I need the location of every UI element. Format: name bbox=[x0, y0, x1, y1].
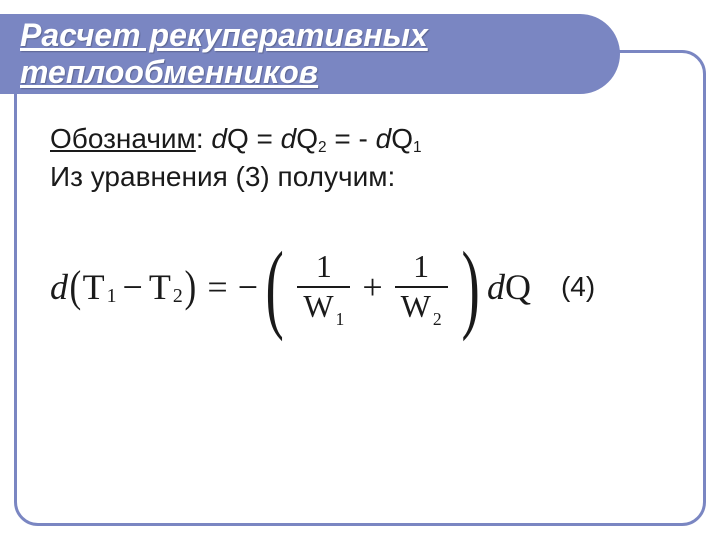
neg: - bbox=[359, 123, 376, 154]
body-text: Обозначим: dQ = dQ2 = - dQ1 Из уравнения… bbox=[50, 120, 680, 196]
dq-d: d bbox=[211, 123, 227, 154]
eqsign-1: = bbox=[249, 123, 281, 154]
dq2-d: d bbox=[281, 123, 297, 154]
frac2-Wsub: 2 bbox=[433, 309, 442, 329]
frac1-num: 1 bbox=[310, 250, 338, 284]
slide-title: Расчет рекуперативных теплообменников bbox=[20, 17, 620, 91]
eq-d: d bbox=[50, 266, 68, 308]
frac1-Wsub: 1 bbox=[336, 309, 345, 329]
eq-minus: − bbox=[117, 266, 149, 308]
denote-colon: : bbox=[196, 123, 212, 154]
frac1-den: W1 bbox=[297, 290, 350, 324]
eq-T1-sub: 1 bbox=[107, 285, 117, 308]
rparen-small: ) bbox=[184, 261, 196, 312]
dq2-sub: 2 bbox=[318, 139, 327, 156]
eq-T2-sub: 2 bbox=[173, 285, 183, 308]
line-2: Из уравнения (3) получим: bbox=[50, 158, 680, 196]
eq-tail-Q: Q bbox=[505, 266, 531, 308]
frac2-W: W bbox=[401, 288, 431, 324]
dq2-q: Q bbox=[296, 123, 318, 154]
eq-equals: = bbox=[197, 266, 237, 308]
eq-neg: − bbox=[238, 266, 258, 308]
frac1-W: W bbox=[303, 288, 333, 324]
denote-label: Обозначим bbox=[50, 123, 196, 154]
title-pill: Расчет рекуперативных теплообменников bbox=[0, 14, 620, 94]
eq-plus: + bbox=[356, 266, 388, 308]
frac-1: 1 W1 bbox=[297, 250, 350, 323]
eq-T2: T bbox=[149, 266, 171, 308]
frac-2: 1 W2 bbox=[395, 250, 448, 323]
lparen-small: ( bbox=[69, 261, 81, 312]
title-band: Расчет рекуперативных теплообменников bbox=[0, 8, 720, 98]
eqsign-2: = bbox=[327, 123, 359, 154]
slide: Расчет рекуперативных теплообменников Об… bbox=[0, 0, 720, 540]
dq1-sub: 1 bbox=[413, 139, 422, 156]
eq-tail-d: d bbox=[487, 266, 505, 308]
frac2-den: W2 bbox=[395, 290, 448, 324]
dq1-q: Q bbox=[391, 123, 413, 154]
dq-q: Q bbox=[227, 123, 249, 154]
rparen-big: ) bbox=[461, 252, 479, 322]
lparen-big: ( bbox=[266, 252, 284, 322]
equation-number: (4) bbox=[561, 271, 595, 303]
equation: d ( T1 − T2 ) = − ( 1 W1 + 1 W2 ) dQ bbox=[50, 250, 531, 323]
dq1-d: d bbox=[376, 123, 392, 154]
denote-line: Обозначим: dQ = dQ2 = - dQ1 bbox=[50, 120, 680, 158]
equation-row: d ( T1 − T2 ) = − ( 1 W1 + 1 W2 ) dQ (4) bbox=[50, 250, 680, 323]
eq-T1: T bbox=[83, 266, 105, 308]
frac2-num: 1 bbox=[407, 250, 435, 284]
